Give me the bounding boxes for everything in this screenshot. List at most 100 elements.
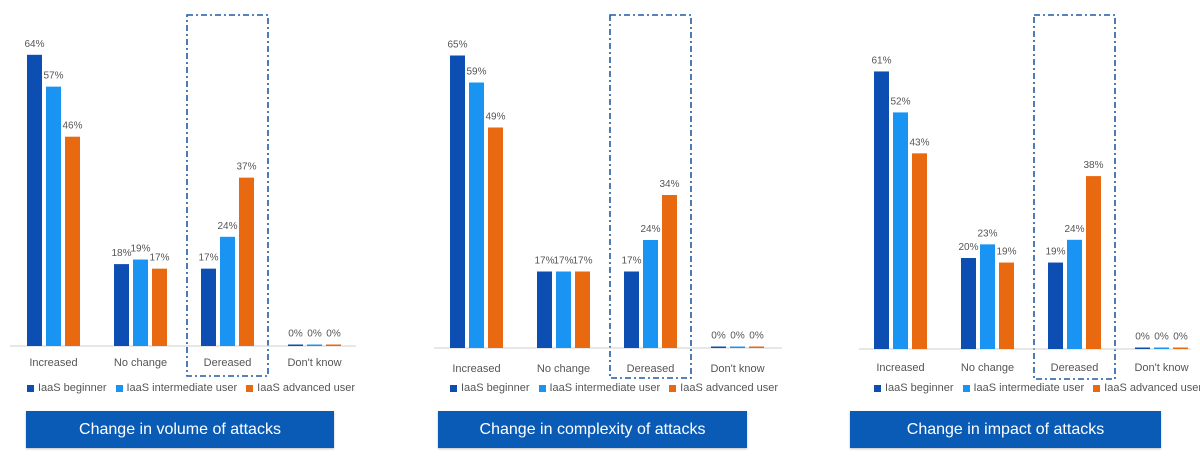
data-label: 38%	[1083, 160, 1103, 171]
legend-label-advanced: IaaS advanced user	[1104, 382, 1200, 394]
category-label: Dereased	[1051, 362, 1099, 374]
data-label: 0%	[1173, 332, 1188, 343]
legend-label-beginner: IaaS beginner	[885, 382, 954, 394]
data-label: 17%	[198, 253, 218, 264]
category-label: Dereased	[627, 363, 675, 375]
bar-beginner	[961, 258, 976, 349]
bar-beginner	[537, 271, 552, 348]
data-label: 0%	[1135, 332, 1150, 343]
chart-volume-legend: IaaS beginner IaaS intermediate user Iaa…	[27, 380, 364, 396]
bar-advanced	[749, 346, 764, 348]
legend-label-advanced: IaaS advanced user	[680, 382, 779, 394]
data-label: 17%	[149, 253, 169, 264]
chart-panel-complexity: 65% 59% 49% Increased 17% 17% 17% No change 17% 2…	[424, 0, 824, 461]
data-label: 37%	[236, 162, 256, 173]
bar-beginner	[874, 71, 889, 349]
chart-volume-title-banner: Change in volume of attacks	[26, 411, 334, 448]
data-label: 49%	[485, 112, 505, 123]
category-label: Don't know	[710, 363, 764, 375]
bar-beginner	[201, 268, 216, 346]
data-label: 52%	[890, 96, 910, 107]
legend-swatch-advanced	[246, 384, 254, 392]
legend-item-beginner: IaaS beginner	[27, 382, 107, 394]
legend-label-intermediate: IaaS intermediate user	[126, 382, 238, 394]
data-label: 46%	[62, 121, 82, 132]
bar-intermediate	[46, 86, 61, 347]
category-label: Increased	[29, 357, 77, 369]
legend-label-intermediate: IaaS intermediate user	[973, 382, 1085, 394]
legend-swatch-intermediate	[962, 384, 970, 392]
chart-panel-volume: 64% 57% 46% Increased 18% 19% 17% No change 17% 2…	[0, 0, 400, 461]
category-label: No change	[961, 362, 1014, 374]
bar-intermediate	[556, 271, 571, 348]
bar-advanced	[239, 177, 254, 346]
bar-advanced	[65, 136, 80, 346]
bar-advanced	[1086, 176, 1101, 349]
data-label: 19%	[130, 244, 150, 255]
category-label: Don't know	[1134, 362, 1188, 374]
chart-panel-impact: 61% 52% 43% Increased 20% 23% 19% No change 19% 2…	[849, 0, 1200, 461]
bar-advanced	[488, 127, 503, 348]
bar-intermediate	[980, 244, 995, 349]
chart-impact-legend: IaaS beginner IaaS intermediate user Iaa…	[874, 380, 1200, 396]
data-label: 0%	[711, 331, 726, 342]
legend-swatch-intermediate	[538, 384, 546, 392]
bar-advanced	[575, 271, 590, 348]
category-label: Dereased	[204, 357, 252, 369]
chart-impact-plot: 61% 52% 43% Increased 20% 23% 19% No change 19% 2…	[859, 14, 1191, 380]
bar-intermediate	[469, 82, 484, 348]
bar-beginner	[450, 55, 465, 348]
chart-volume-title: Change in volume of attacks	[79, 420, 281, 438]
data-label: 20%	[958, 242, 978, 253]
data-label: 57%	[43, 71, 63, 82]
legend-item-beginner: IaaS beginner	[450, 382, 530, 394]
legend-item-intermediate: IaaS intermediate user	[115, 382, 238, 394]
data-label: 61%	[871, 55, 891, 66]
legend-item-beginner: IaaS beginner	[874, 382, 954, 394]
data-label: 18%	[111, 248, 131, 259]
legend-item-advanced: IaaS advanced user	[1093, 382, 1200, 394]
legend-label-intermediate: IaaS intermediate user	[549, 382, 661, 394]
chart-impact-title-banner: Change in impact of attacks	[850, 411, 1161, 448]
category-label: No change	[537, 363, 590, 375]
legend-swatch-intermediate	[115, 384, 123, 392]
bar-advanced	[662, 195, 677, 348]
data-label: 17%	[572, 256, 592, 267]
data-label: 64%	[24, 39, 44, 50]
bar-advanced	[912, 153, 927, 349]
chart-complexity-title: Change in complexity of attacks	[479, 420, 706, 438]
chart-complexity-legend: IaaS beginner IaaS intermediate user Iaa…	[450, 380, 787, 396]
data-label: 17%	[621, 256, 641, 267]
highlight-box	[1033, 14, 1116, 380]
legend-label-advanced: IaaS advanced user	[257, 382, 356, 394]
data-label: 24%	[640, 224, 660, 235]
data-label: 0%	[307, 329, 322, 340]
bar-intermediate	[730, 346, 745, 348]
data-label: 24%	[217, 221, 237, 232]
category-label: Increased	[876, 362, 924, 374]
legend-item-intermediate: IaaS intermediate user	[538, 382, 661, 394]
data-label: 17%	[534, 256, 554, 267]
bar-beginner	[1135, 347, 1150, 349]
data-label: 59%	[466, 67, 486, 78]
chart-impact-title: Change in impact of attacks	[906, 420, 1105, 438]
bar-intermediate	[1067, 239, 1082, 349]
data-label: 0%	[288, 329, 303, 340]
highlight-box	[186, 14, 269, 377]
highlight-box	[609, 14, 692, 379]
bar-beginner	[1048, 262, 1063, 349]
bar-intermediate	[893, 112, 908, 350]
bar-advanced	[152, 268, 167, 346]
bar-intermediate	[133, 259, 148, 346]
bar-beginner	[711, 346, 726, 348]
data-label: 23%	[977, 228, 997, 239]
category-label: Increased	[452, 363, 500, 375]
bar-advanced	[999, 262, 1014, 349]
bar-advanced	[1173, 347, 1188, 349]
chart-complexity-title-banner: Change in complexity of attacks	[438, 411, 747, 448]
data-label: 0%	[1154, 332, 1169, 343]
legend-label-beginner: IaaS beginner	[461, 382, 530, 394]
data-label: 0%	[749, 331, 764, 342]
